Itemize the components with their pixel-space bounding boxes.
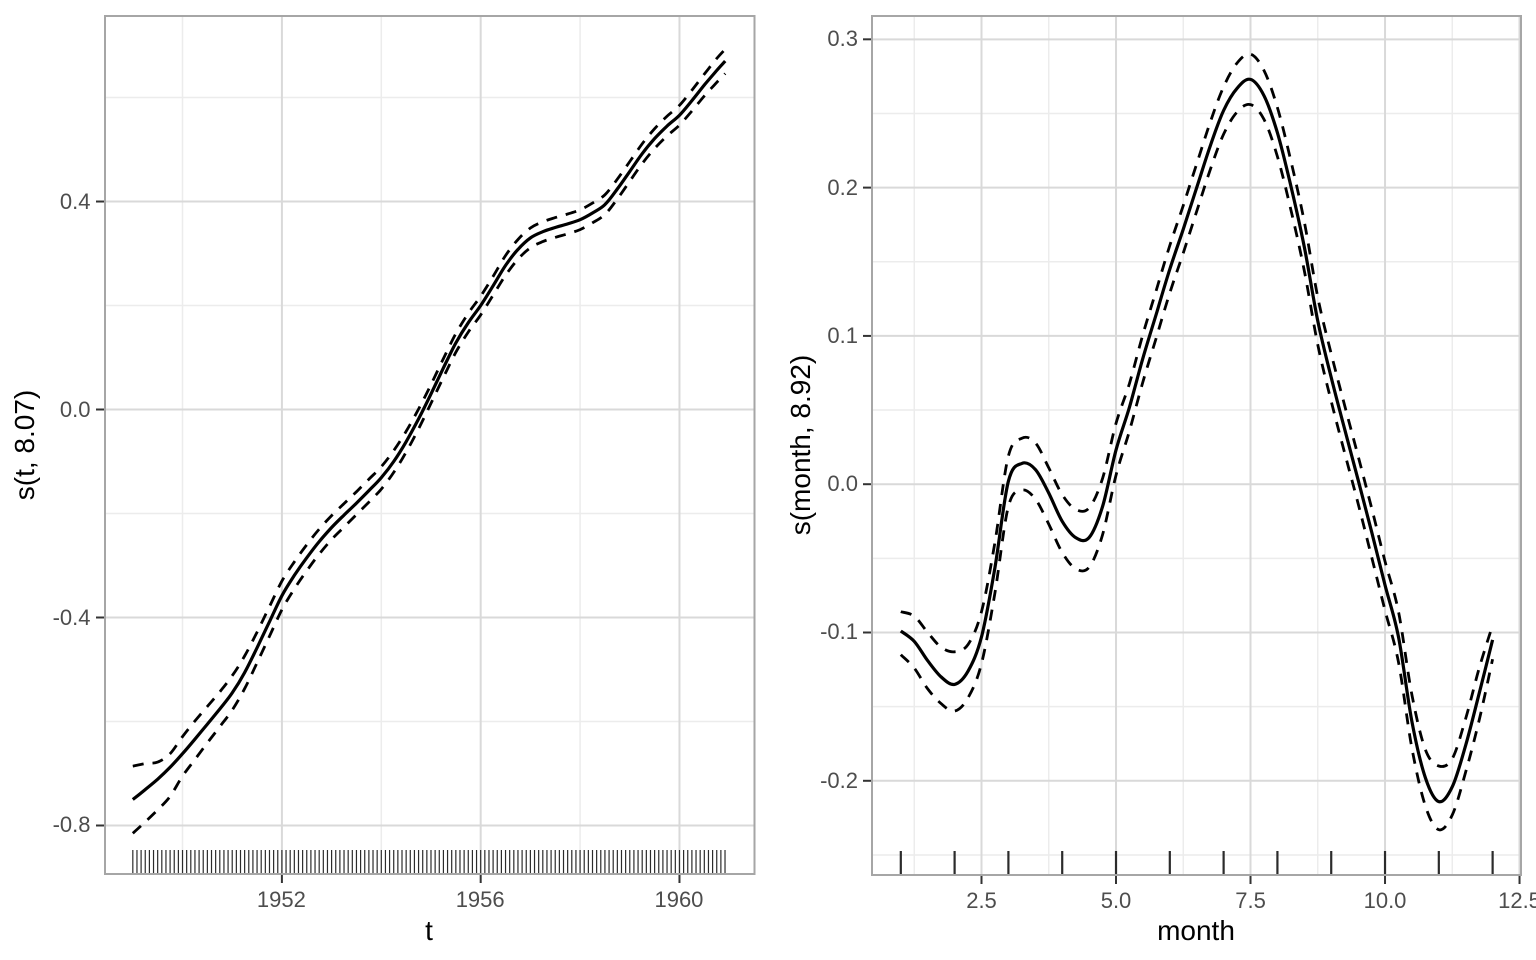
x-tick-label: 1960 [654,887,704,912]
y-tick-label: -0.4 [52,604,91,630]
lower-ci-line [899,102,1494,832]
panel-border [871,15,1522,876]
x-tick-label: 10.0 [1363,888,1407,913]
s-month-plot-area [863,15,1522,884]
fit-line [131,60,726,801]
x-tick-label: 12.5 [1498,888,1536,913]
rug-marks [899,851,1494,876]
s-t-plot-area [95,15,755,883]
panel-border [103,15,755,875]
upper-ci-line [132,48,726,768]
y-tick-label: 0.2 [827,174,858,200]
upper-ci-line [900,52,1494,768]
grid-minor [103,15,755,875]
y-tick-label: 0.1 [827,322,858,348]
y-tick-label: 0.0 [827,471,858,497]
axis-ticks [863,38,1521,884]
y-tick-label: 0.4 [59,188,91,214]
panel-background [871,15,1522,876]
x-tick-label: 7.5 [1235,888,1266,913]
grid-major [103,15,755,875]
x-tick-label: 2.5 [966,888,997,913]
x-tick-label: 1956 [455,887,505,912]
y-tick-label: -0.8 [52,812,91,838]
rug-marks [131,850,726,875]
x-axis-title-left: t [425,915,433,946]
y-axis-title-right: s(month, 8.92) [785,354,816,536]
grid-minor [871,15,1522,876]
y-tick-label: -0.2 [820,767,858,793]
y-tick-label: 0.0 [59,396,91,422]
x-axis-title-right: month [1157,915,1235,946]
lower-ci-line [131,72,726,835]
y-tick-label: 0.3 [827,26,858,52]
y-tick-label: -0.1 [820,619,858,645]
fit-line [899,77,1495,804]
axis-ticks [95,200,680,883]
x-tick-label: 5.0 [1100,888,1132,913]
x-tick-label: 1952 [256,887,306,912]
